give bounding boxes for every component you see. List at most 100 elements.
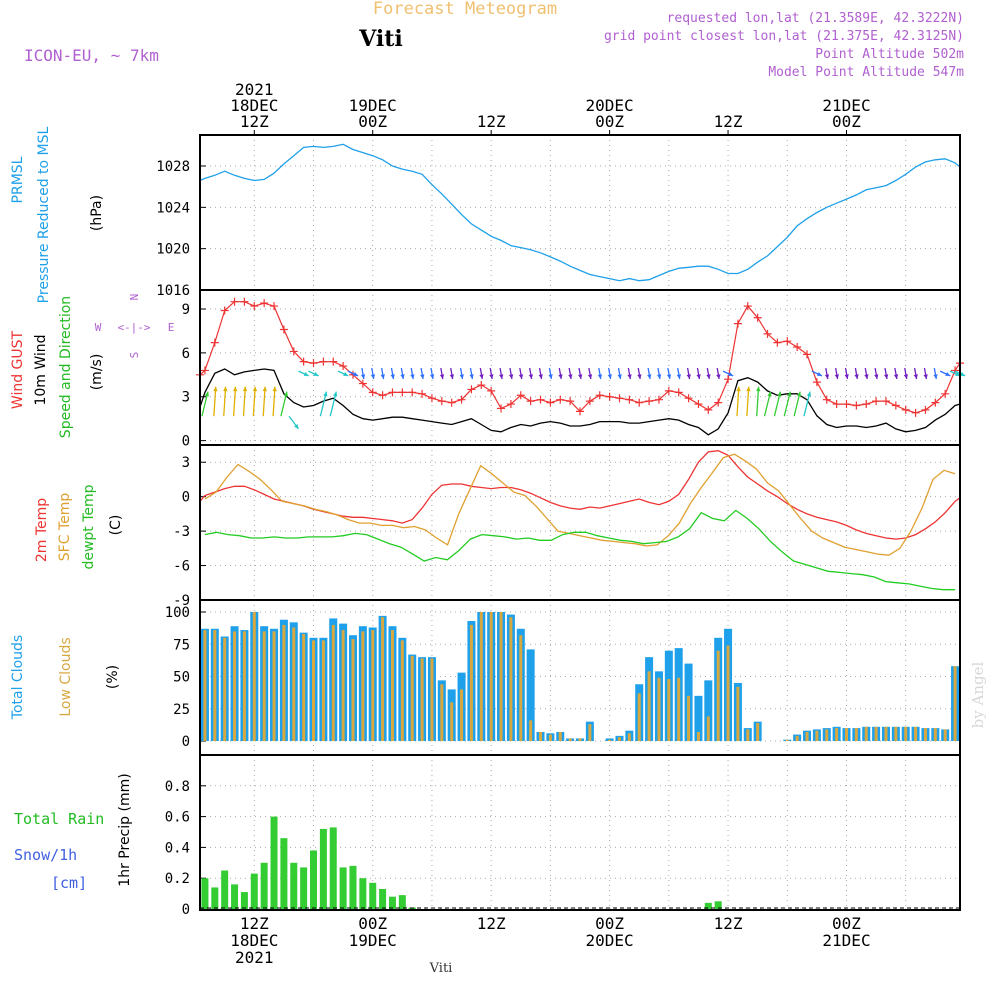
wind-arrow-head: [796, 391, 802, 397]
panel-frame: [199, 754, 961, 911]
snow-unit: [cm]: [51, 874, 87, 892]
watermark: by Angel: [969, 661, 987, 728]
time-label-top: 00Z: [832, 112, 861, 131]
wind-speed-dir-label: Speed and Direction: [58, 296, 74, 438]
low-cloud-bar: [854, 728, 858, 741]
y-tick-label: 1028: [156, 159, 190, 175]
wind-arrow-head: [923, 374, 928, 380]
pressure-unit: (hPa): [89, 195, 105, 231]
wind-arrow-head: [459, 374, 464, 380]
y-tick-label: 0: [182, 490, 190, 506]
wind-arrow-head: [370, 374, 376, 380]
low-cloud-bar: [874, 726, 878, 741]
time-label-bottom: 19DEC: [349, 931, 397, 950]
wind-arrow-head: [806, 391, 812, 397]
low-cloud-bar: [716, 650, 720, 741]
y-tick-label: -3: [173, 524, 190, 540]
low-cloud-bar: [321, 640, 325, 741]
temp-2m-label: 2m Temp: [34, 498, 50, 562]
wind-gust-marker: [753, 313, 762, 322]
wind-arrow-head: [597, 374, 603, 380]
wind-arrow-head: [647, 374, 652, 380]
compass-north: N: [128, 294, 141, 301]
wind-arrow-head: [834, 374, 839, 380]
wind-gust-marker: [793, 343, 802, 352]
wind-arrow-head: [420, 374, 425, 380]
wind-arrow-head: [884, 374, 889, 380]
precip-unit: 1hr Precip (mm): [117, 773, 133, 886]
total-cloud-bar: [605, 738, 614, 741]
wind-arrow-head: [439, 374, 445, 380]
wind-arrow-head: [903, 374, 909, 380]
wind-gust-marker: [200, 366, 209, 375]
wind-arrow-head: [558, 374, 563, 380]
wind-gust-marker: [783, 337, 792, 346]
wind-gust-marker: [773, 338, 782, 347]
low-cloud-bar: [223, 637, 227, 741]
wind-arrow-head: [538, 374, 543, 380]
low-cloud-bar: [726, 645, 730, 741]
wind-arrow-head: [272, 386, 277, 392]
clouds-panel: 0 25 50 75 100: [165, 599, 961, 756]
header-gridpoint: grid point closest lon,lat (21.375E, 42.…: [604, 29, 964, 44]
low-cloud-bar: [923, 728, 927, 741]
wind-gust-marker: [309, 359, 318, 368]
panel-frame: [199, 289, 961, 446]
rain-bar: [398, 895, 406, 909]
wind-gust-marker: [803, 350, 812, 359]
wind-arrow-head: [469, 374, 474, 380]
rain-bar: [250, 873, 258, 909]
wind-gust-marker: [576, 407, 584, 416]
wind-gust-marker: [674, 388, 683, 397]
clouds-unit: (%): [105, 665, 121, 689]
wind-gust-marker: [763, 329, 772, 338]
wind-arrow-head: [913, 374, 918, 380]
wind-arrow-head: [696, 374, 701, 380]
temperature-panel: -9 -6 -3 0 3: [173, 444, 961, 609]
y-tick-label: -6: [173, 559, 190, 575]
wind-gust-marker: [546, 398, 555, 407]
rain-bar: [339, 867, 347, 909]
low-cloud-bar: [252, 612, 256, 741]
wind-gust-marker: [299, 357, 308, 366]
wind-gust-marker: [536, 395, 545, 404]
low-cloud-bar: [469, 624, 473, 741]
pressure-labels: PRMSL Pressure Reduced to MSL (hPa): [10, 126, 105, 303]
wind-arrow-head: [479, 374, 484, 380]
wind-arrow-head: [333, 391, 338, 397]
y-tick-label: 0: [182, 434, 190, 450]
wind-gust-marker: [210, 338, 219, 347]
wind-direction-arrow: [242, 386, 246, 417]
rain-bar: [260, 862, 268, 909]
wind-arrow-head: [233, 386, 238, 392]
wind-arrow-head: [607, 374, 612, 380]
low-cloud-bar: [361, 631, 365, 741]
wind-gust-line: [199, 301, 961, 414]
time-label-bottom: 12Z: [714, 914, 743, 933]
wind-gust-marker: [595, 391, 604, 400]
low-cloud-bar: [756, 722, 760, 741]
low-cloud-bar: [430, 658, 434, 741]
wind-arrow-head: [874, 374, 879, 380]
time-label-top: 12Z: [714, 112, 743, 131]
wind-gust-marker: [724, 375, 733, 384]
pressure-panel: 1016 1020 1024 1028: [156, 134, 961, 299]
wind-arrow-head: [528, 374, 533, 380]
time-label-bottom: 2021: [235, 948, 274, 967]
wind-direction-arrow: [272, 386, 276, 417]
low-cloud-bar: [390, 630, 394, 741]
low-cloud-bar: [558, 731, 562, 741]
wind-direction-arrow: [746, 386, 750, 417]
temp-dewpt-line: [204, 509, 956, 591]
y-tick-label: -9: [173, 593, 190, 609]
panel-frame: [199, 134, 961, 291]
total-clouds-label: Total Clouds: [10, 635, 26, 720]
wind-gust-marker: [358, 379, 367, 388]
wind-arrow-head: [756, 386, 761, 392]
rain-bar: [231, 884, 239, 909]
wind-arrow-head: [945, 371, 951, 376]
pressure-line: [199, 143, 961, 282]
low-cloud-bar: [509, 617, 513, 741]
y-tick-label: 1024: [156, 200, 190, 216]
